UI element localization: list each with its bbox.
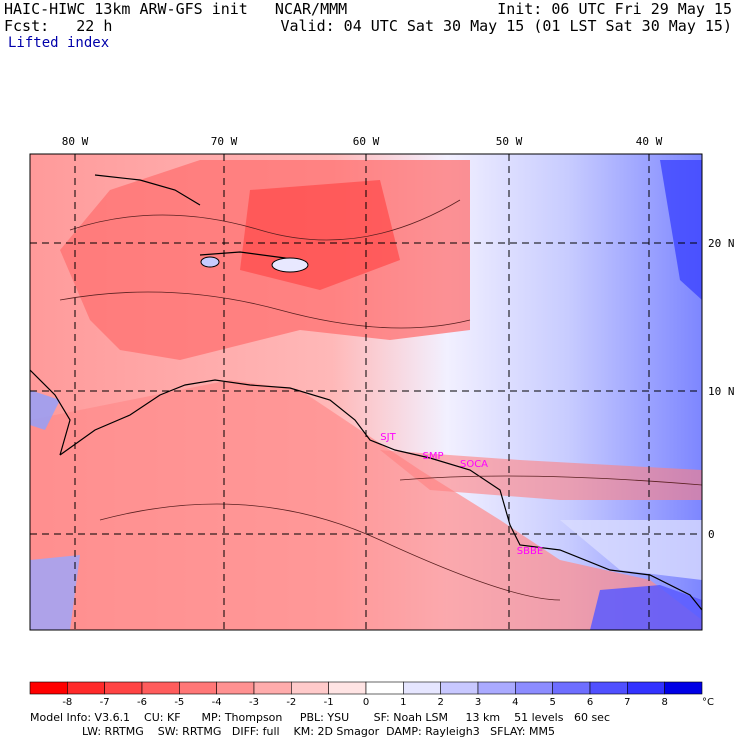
cool-patch-west [30, 390, 60, 430]
colorbar-swatch [141, 681, 180, 695]
colorbar-tick-label: -1 [324, 697, 334, 708]
latitude-label: 20 N [708, 237, 735, 250]
station-label: SMP [422, 451, 443, 462]
colorbar-tick-label: -4 [212, 697, 222, 708]
longitude-label: 70 W [211, 135, 238, 148]
colorbar-swatch [552, 681, 591, 695]
cool-patch-equator [560, 520, 702, 580]
colorbar-swatch [515, 681, 553, 695]
longitude-label: 50 W [496, 135, 523, 148]
colorbar-tick-label: 4 [512, 697, 518, 708]
model-title: HAIC-HIWC 13km ARW-GFS init NCAR/MMM [4, 0, 348, 18]
colorbar-swatch [477, 681, 516, 695]
colorbar-swatch [179, 681, 217, 695]
south-america-coastline [59, 379, 702, 611]
station-label: SJT [380, 432, 396, 443]
contour-line [99, 503, 561, 601]
warm-plume-atlantic [380, 450, 702, 500]
cool-patch-pacific [30, 555, 80, 630]
latitude-label: 0 [708, 528, 715, 541]
model-info-line2: LW: RRTMG SW: RRTMG DIFF: full KM: 2D Sm… [82, 725, 555, 738]
colorbar-swatch [440, 681, 479, 695]
longitude-label: 60 W [353, 135, 380, 148]
colorbar-swatch [104, 681, 143, 695]
longitude-labels: 80 W 70 W 60 W 50 W 40 W [62, 135, 663, 148]
cuba-coastline [94, 174, 201, 206]
colorbar-tick-label: 3 [475, 697, 481, 708]
station-labels: SJT SMP SOCA SBBE [380, 432, 543, 557]
model-info-line1: Model Info: V3.6.1 CU: KF MP: Thompson P… [30, 711, 610, 724]
colorbar-tick-label: 6 [587, 697, 593, 708]
station-label: SBBE [517, 546, 543, 557]
colorbar-tick-label: 7 [624, 697, 630, 708]
latitude-label: 10 N [708, 385, 735, 398]
colorbar-swatch [627, 681, 665, 695]
colorbar: -8 -7 -6 -5 -4 -3 -2 -1 0 1 2 3 4 5 6 7 8 °C [29, 681, 714, 708]
forecast-hour: Fcst: 22 h [4, 17, 113, 35]
graticule [30, 154, 702, 630]
colorbar-swatch [29, 681, 68, 695]
colorbar-swatch [589, 681, 628, 695]
colorbar-tick-label: -2 [286, 697, 296, 708]
jamaica-island [200, 256, 220, 268]
cool-patch-southeast [590, 585, 702, 630]
colorbar-tick-label: -5 [174, 697, 184, 708]
puerto-rico-island [271, 257, 309, 273]
colorbar-tick-label: 0 [363, 697, 369, 708]
field-name: Lifted index [8, 35, 110, 51]
contour-line [69, 199, 461, 241]
colorbar-tick-label: 8 [661, 697, 667, 708]
longitude-label: 40 W [636, 135, 663, 148]
longitude-label: 80 W [62, 135, 89, 148]
colorbar-swatch [664, 681, 703, 695]
contour-line [59, 291, 471, 329]
central-america-coastline [30, 369, 71, 456]
colorbar-tick-label: 2 [437, 697, 443, 708]
colorbar-tick-label: -6 [137, 697, 147, 708]
colorbar-swatch [403, 681, 441, 695]
station-label: SOCA [460, 459, 488, 470]
colorbar-swatch [328, 681, 367, 695]
init-time: Init: 06 UTC Fri 29 May 15 [497, 0, 732, 18]
colorbar-tick-label: 5 [549, 697, 555, 708]
colorbar-tick-label: 1 [400, 697, 406, 708]
colorbar-swatch [216, 681, 255, 695]
colorbar-swatch [67, 681, 105, 695]
valid-time: Valid: 04 UTC Sat 30 May 15 (01 LST Sat … [280, 17, 732, 35]
colorbar-swatch [253, 681, 292, 695]
contour-line [399, 475, 702, 486]
colorbar-tick-label: -3 [249, 697, 259, 708]
colorbar-swatch [365, 681, 404, 695]
colorbar-unit: °C [702, 697, 714, 708]
latitude-labels: 20 N 10 N 0 [708, 237, 735, 541]
colorbar-swatch [291, 681, 329, 695]
cool-patch-northeast [660, 160, 702, 300]
colorbar-tick-label: -8 [62, 697, 72, 708]
colorbar-tick-label: -7 [100, 697, 110, 708]
